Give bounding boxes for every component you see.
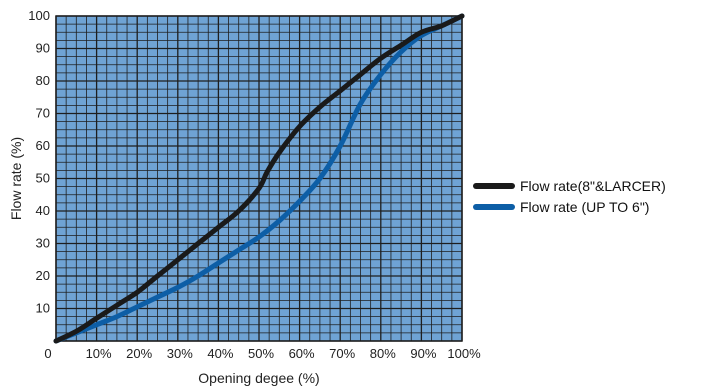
origin-label: 0 xyxy=(44,346,51,361)
x-tick-label: 80% xyxy=(370,346,396,361)
x-tick-label: 90% xyxy=(410,346,436,361)
y-tick-label: 100 xyxy=(28,8,50,23)
x-axis-label: Opening degee (%) xyxy=(198,370,319,386)
y-tick-label: 50 xyxy=(36,171,50,186)
y-tick-label: 30 xyxy=(36,236,50,251)
legend-label-2: Flow rate (UP TO 6") xyxy=(520,199,649,215)
y-tick-label: 90 xyxy=(36,41,50,56)
x-tick-label: 60% xyxy=(289,346,315,361)
grid-lines xyxy=(55,15,463,342)
series-layer xyxy=(53,13,465,344)
x-tick-label: 20% xyxy=(126,346,152,361)
x-axis-ticks: 10% 20% 30% 40% 50% 60% 70% 80% 90% 100% xyxy=(86,346,481,361)
y-axis-ticks: 10 20 30 40 50 60 70 80 90 100 xyxy=(28,8,50,316)
y-axis-label: Flow rate (%) xyxy=(8,137,24,220)
x-tick-label: 50% xyxy=(248,346,274,361)
x-tick-label: 40% xyxy=(207,346,233,361)
x-tick-label: 30% xyxy=(167,346,193,361)
y-tick-label: 80 xyxy=(36,73,50,88)
y-tick-label: 40 xyxy=(36,203,50,218)
x-tick-label: 10% xyxy=(86,346,112,361)
y-tick-label: 10 xyxy=(36,301,50,316)
x-tick-label: 70% xyxy=(329,346,355,361)
plot-border xyxy=(55,15,463,342)
legend: Flow rate(8"&LARCER) Flow rate (UP TO 6") xyxy=(473,178,666,215)
y-tick-label: 60 xyxy=(36,138,50,153)
legend-label-1: Flow rate(8"&LARCER) xyxy=(520,178,666,194)
y-tick-label: 70 xyxy=(36,106,50,121)
x-tick-label: 100% xyxy=(447,346,481,361)
series-line-2 xyxy=(53,13,465,344)
series-line-1 xyxy=(53,13,465,344)
y-tick-label: 20 xyxy=(36,268,50,283)
